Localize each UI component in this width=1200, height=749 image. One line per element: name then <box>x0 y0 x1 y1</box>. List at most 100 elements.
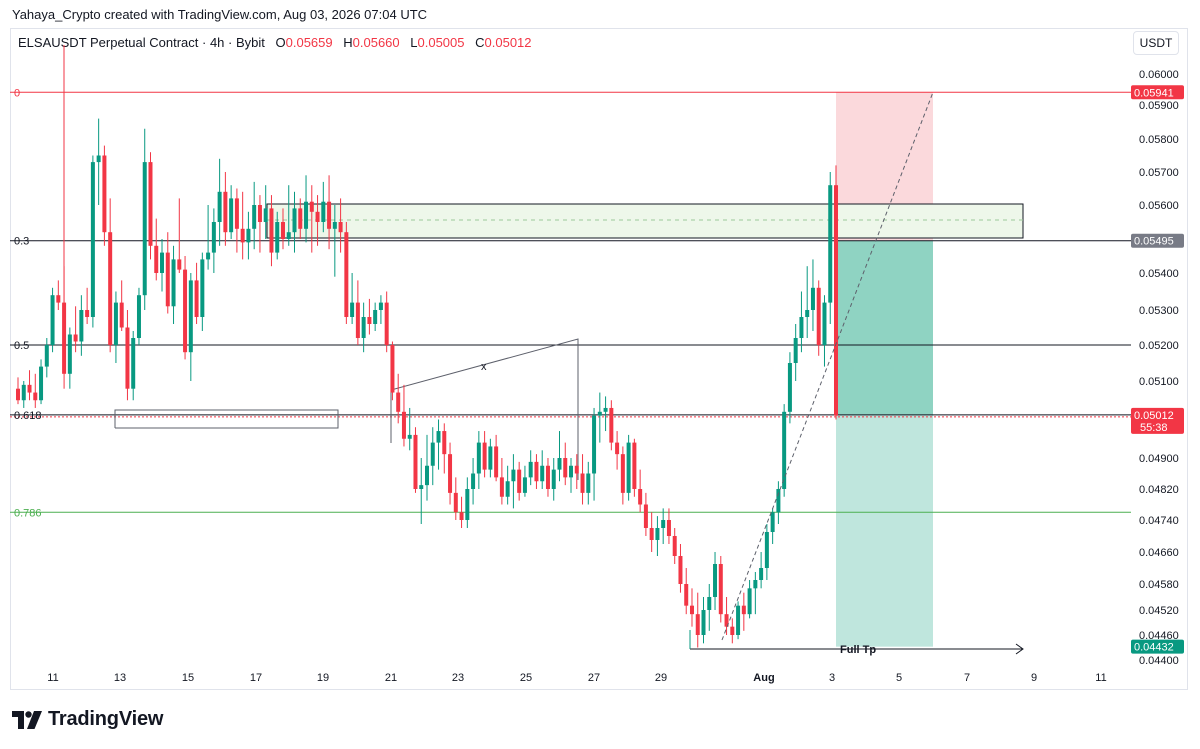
candle <box>67 327 72 389</box>
candle-body <box>505 481 510 497</box>
candle <box>666 508 671 544</box>
candle <box>413 427 418 493</box>
candle <box>136 287 141 345</box>
price-tick-label: 0.04520 <box>1139 605 1179 617</box>
candle <box>344 222 349 324</box>
tradingview-logo[interactable]: TradingView <box>12 708 163 731</box>
candle <box>787 352 792 424</box>
candle-body <box>200 259 205 317</box>
time-tick-label: 9 <box>1031 672 1037 684</box>
chart-frame <box>10 28 1188 690</box>
candle <box>764 524 769 580</box>
candle <box>142 128 147 310</box>
candle <box>361 302 366 353</box>
candle-body <box>707 597 712 610</box>
close-value: 0.05012 <box>484 35 532 50</box>
candle <box>620 446 625 505</box>
candle <box>85 287 90 324</box>
candle-body <box>229 198 234 233</box>
candle-body <box>96 155 101 163</box>
candle <box>56 280 61 310</box>
time-axis[interactable]: 11 13 15 17 19 21 23 25 27 29 Aug 3 5 7 9 11 <box>47 672 1106 684</box>
time-tick-label: 29 <box>655 672 667 684</box>
candle <box>448 442 453 505</box>
candle <box>286 185 291 246</box>
candle-body <box>263 208 268 222</box>
fib-label-0-786: 0.786 <box>14 507 42 519</box>
candle-body <box>425 465 429 486</box>
candle-body <box>304 201 309 229</box>
candle-body <box>545 465 550 489</box>
candle <box>188 273 193 381</box>
price-axis[interactable]: 0.06000 0.05900 0.05800 0.05700 0.05600 0.054… <box>1139 69 1179 667</box>
candle-body <box>298 208 303 229</box>
candle <box>551 458 556 501</box>
candle <box>574 454 579 489</box>
currency-unit-button[interactable]: USDT <box>1133 31 1179 55</box>
candle <box>304 175 309 243</box>
candle-body <box>252 205 257 229</box>
candle-body <box>499 477 504 497</box>
candle-body <box>741 605 746 615</box>
supply-zone-box <box>266 203 1024 239</box>
candle-body <box>810 287 815 310</box>
price-tick-label: 0.04820 <box>1139 484 1179 496</box>
candle-body <box>234 198 239 229</box>
candle-body <box>33 392 38 401</box>
candle <box>776 481 781 524</box>
candle <box>407 407 412 451</box>
candle <box>430 427 435 486</box>
candle <box>390 341 395 401</box>
candle <box>425 434 429 501</box>
candle-body <box>563 458 568 478</box>
candle-body <box>292 208 297 233</box>
candle <box>810 259 815 331</box>
candle-body <box>211 222 216 253</box>
candle-body <box>39 366 44 401</box>
candle-body <box>407 434 412 439</box>
candle-body <box>747 588 752 615</box>
candle <box>522 465 527 497</box>
tradingview-logo-icon <box>12 710 42 729</box>
candle <box>747 580 752 619</box>
candle-body <box>419 485 424 489</box>
candle <box>580 454 585 505</box>
candle-body <box>822 302 827 345</box>
candle <box>298 198 303 239</box>
price-tick-label: 0.05100 <box>1139 376 1179 388</box>
candle-body <box>148 162 153 246</box>
candle <box>482 431 487 478</box>
candle-body <box>793 338 798 363</box>
candle-body <box>799 317 804 338</box>
candle <box>718 556 723 623</box>
candle <box>367 298 372 335</box>
candle <box>471 458 476 505</box>
time-tick-label: 17 <box>250 672 262 684</box>
candle-body <box>695 614 700 635</box>
candle-body <box>56 295 61 303</box>
candle-body <box>551 469 556 489</box>
time-tick-label: 13 <box>114 672 126 684</box>
candle <box>678 544 683 593</box>
candle <box>229 185 234 239</box>
candle-body <box>736 605 741 635</box>
candle-body <box>638 489 643 505</box>
candle <box>453 477 458 520</box>
price-tick-label: 0.06000 <box>1139 69 1179 81</box>
price-tag-label: 0.05941 <box>1134 87 1174 99</box>
candle <box>609 400 614 451</box>
candle-body <box>626 442 631 493</box>
cross-mark: x <box>481 361 487 373</box>
candle-body <box>522 477 527 493</box>
candle-body <box>609 407 614 443</box>
candle-body <box>776 489 781 513</box>
candle-body <box>67 334 72 374</box>
candle <box>39 359 44 405</box>
candle <box>321 181 326 233</box>
candle-body <box>724 614 729 627</box>
candle-body <box>488 446 493 470</box>
candle-body <box>828 185 833 303</box>
candle-body <box>730 626 735 635</box>
close-label: C <box>475 35 485 50</box>
